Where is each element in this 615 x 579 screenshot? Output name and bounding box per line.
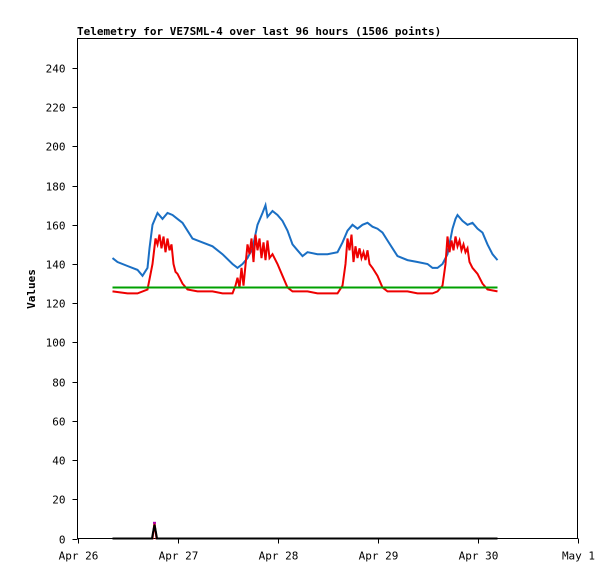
y-tick-label: 60 <box>52 416 65 429</box>
x-tick-label: Apr 27 <box>159 550 199 563</box>
y-axis-title: Values <box>25 269 38 309</box>
y-tick-label: 40 <box>52 455 65 468</box>
x-tick-label: Apr 30 <box>459 550 499 563</box>
y-tick-label: 80 <box>52 377 65 390</box>
y-tick-label: 160 <box>46 220 66 233</box>
series-line-4 <box>112 524 498 540</box>
y-tick-label: 0 <box>59 534 66 547</box>
y-tick-label: 220 <box>46 102 66 115</box>
x-tick-label: Apr 26 <box>59 550 99 563</box>
y-axis: 0 20 40 60 80 100 120 140 160 180 200 220 240 <box>46 63 78 547</box>
y-tick-label: 100 <box>46 337 66 350</box>
y-tick-label: 200 <box>46 141 66 154</box>
x-tick-label: Apr 29 <box>359 550 399 563</box>
y-tick-label: 240 <box>46 63 66 76</box>
x-tick-label: May 1 <box>562 550 595 563</box>
x-tick-label: Apr 28 <box>259 550 299 563</box>
y-tick-label: 120 <box>46 298 66 311</box>
series-line-1 <box>112 234 498 295</box>
y-tick-label: 140 <box>46 259 66 272</box>
y-tick-label: 20 <box>52 494 65 507</box>
chart-title: Telemetry for VE7SML-4 over last 96 hour… <box>77 25 441 38</box>
y-tick-label: 180 <box>46 181 66 194</box>
x-axis: Apr 26 Apr 27 Apr 28 Apr 29 Apr 30 May 1 <box>59 538 595 563</box>
series-layer <box>111 201 499 540</box>
